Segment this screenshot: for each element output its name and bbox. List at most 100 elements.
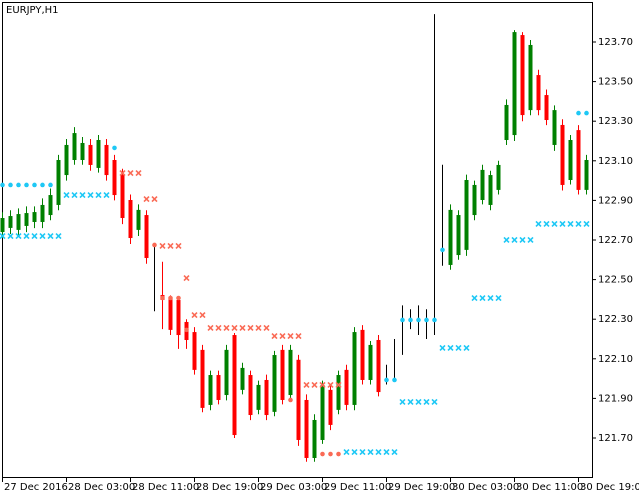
indicator-dot	[152, 242, 157, 248]
indicator-cross	[439, 344, 446, 351]
x-tick-label: 29 Dec 19:00	[388, 482, 455, 493]
candle-body	[256, 384, 261, 410]
y-tick-label: 122.50	[598, 275, 633, 286]
candle-body	[264, 379, 269, 416]
candle-body	[56, 160, 61, 205]
candle-body	[154, 267, 155, 269]
cross-stroke	[511, 236, 518, 244]
cross-stroke	[367, 448, 374, 456]
candle-body	[456, 215, 461, 256]
indicator-cross	[215, 324, 222, 331]
indicator-dot	[408, 317, 413, 323]
cross-stroke	[175, 242, 182, 250]
cross-stroke	[375, 448, 382, 456]
cross-stroke	[287, 332, 294, 340]
x-tick-label: 29 Dec 03:00	[260, 482, 327, 493]
indicator-cross	[279, 332, 286, 340]
candle-body	[8, 216, 13, 228]
candle-body	[200, 349, 205, 408]
candle-body	[272, 355, 277, 412]
indicator-dot	[320, 451, 325, 457]
indicator-dot	[168, 295, 173, 301]
indicator-cross	[7, 232, 14, 240]
x-tick-label: 30 Dec 19:00	[580, 482, 639, 493]
cross-stroke	[215, 324, 222, 331]
indicator-cross	[423, 398, 430, 406]
candle-body	[296, 359, 301, 440]
indicator-cross	[15, 232, 22, 240]
candle-body	[368, 344, 373, 380]
candle-body	[336, 375, 341, 410]
cross-stroke	[95, 191, 102, 199]
indicator-cross	[463, 344, 470, 351]
indicator-dot	[576, 110, 581, 116]
indicator-cross	[231, 324, 238, 331]
candle-body	[192, 332, 197, 370]
cross-stroke	[407, 398, 414, 406]
candle-body	[80, 142, 85, 161]
candle-body	[96, 140, 101, 168]
indicator-dot	[336, 451, 341, 457]
chart-title: EURJPY,H1	[6, 5, 59, 16]
cross-stroke	[15, 232, 22, 240]
cross-stroke	[0, 232, 6, 240]
cross-stroke	[103, 191, 110, 199]
indicator-cross	[447, 344, 454, 351]
x-tick-label: 28 Dec 03:00	[68, 482, 135, 493]
candle-body	[0, 218, 5, 233]
candle-body	[352, 332, 357, 405]
candle-body	[72, 133, 77, 161]
candle-body	[32, 212, 37, 222]
candle-body	[176, 299, 181, 336]
cross-stroke	[271, 332, 278, 340]
candle-body	[528, 44, 533, 111]
candle-body	[40, 204, 45, 222]
indicator-dot	[440, 247, 445, 253]
candle-body	[520, 35, 525, 116]
y-tick-label: 122.70	[598, 235, 633, 246]
indicator-cross	[415, 398, 422, 406]
cross-stroke	[543, 220, 550, 228]
cross-stroke	[239, 324, 246, 331]
indicator-dot	[416, 317, 421, 323]
cross-stroke	[503, 236, 510, 244]
candle-body	[552, 110, 557, 145]
indicator-dot	[392, 377, 397, 383]
indicator-cross	[135, 170, 142, 177]
candle-body	[64, 144, 69, 176]
indicator-cross	[335, 381, 342, 388]
indicator-cross	[431, 398, 438, 406]
cross-stroke	[31, 232, 38, 240]
candle-body	[394, 355, 395, 357]
indicator-dot	[112, 145, 117, 151]
cross-stroke	[207, 324, 214, 331]
indicator-dot	[184, 327, 189, 333]
indicator-dot	[432, 317, 437, 323]
indicator-cross	[23, 232, 30, 240]
cross-stroke	[263, 324, 270, 331]
indicator-cross	[535, 220, 542, 228]
indicator-cross	[119, 170, 126, 177]
candle-body	[144, 215, 149, 259]
cross-stroke	[255, 324, 262, 331]
cross-stroke	[431, 398, 438, 406]
cross-stroke	[183, 274, 190, 282]
cross-stroke	[351, 448, 358, 456]
indicator-cross	[0, 232, 6, 240]
y-tick-label: 122.90	[598, 195, 633, 206]
cross-stroke	[575, 220, 582, 228]
indicator-dot	[176, 295, 181, 301]
candle-body	[304, 399, 309, 458]
cross-stroke	[535, 220, 542, 228]
candle-body	[584, 160, 589, 190]
candle-body	[560, 124, 565, 185]
candle-body	[224, 349, 229, 396]
indicator-cross	[343, 448, 350, 456]
candle-body	[320, 384, 325, 440]
cross-stroke	[127, 170, 134, 177]
indicator-cross	[319, 381, 326, 388]
cross-stroke	[23, 232, 30, 240]
candle-body	[512, 32, 517, 136]
